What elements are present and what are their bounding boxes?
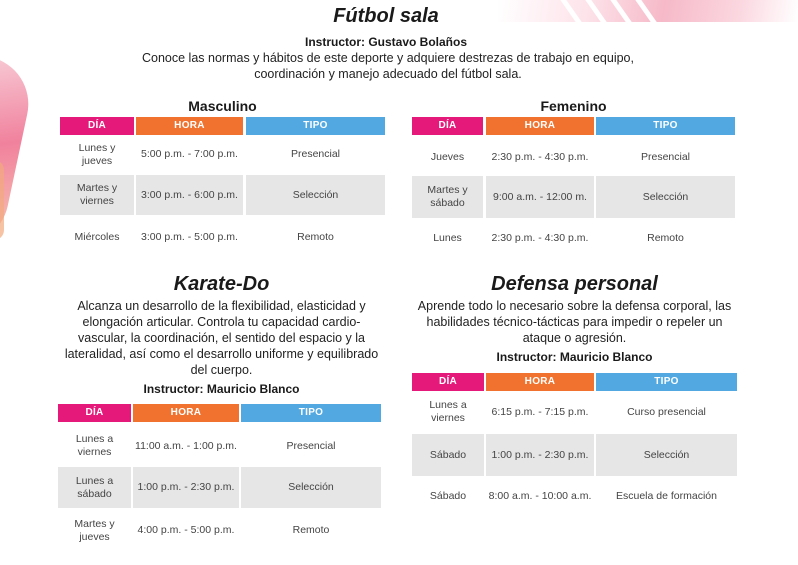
cell-hora: 3:00 p.m. - 5:00 p.m. [141, 230, 238, 243]
cell-dia: Lunes [433, 231, 462, 244]
cell-dia: Martes y viernes [60, 175, 134, 215]
masculino-schedule-table: DÍA HORA TIPO Lunes y jueves 5:00 p.m. - 7:0… [60, 117, 385, 257]
cell-tipo: Selección [241, 467, 381, 508]
cell-hora: 5:00 p.m. - 7:00 p.m. [141, 148, 238, 160]
header-hora: HORA [486, 117, 594, 135]
defensa-description: Aprende todo lo necesario sobre la defen… [417, 299, 732, 345]
cell-tipo: Remoto [297, 230, 334, 243]
defensa-instructor: Instructor: Mauricio Blanco [496, 350, 653, 364]
cell-dia: Martes y sábado [412, 176, 483, 218]
cell-tipo: Selección [596, 176, 735, 218]
cell-hora: 8:00 a.m. - 10:00 a.m. [488, 490, 592, 502]
cell-tipo: Presencial [286, 439, 336, 452]
cell-dia: Lunes a viernes [75, 433, 114, 458]
header-dia: DÍA [60, 117, 134, 135]
cell-hora: 2:30 p.m. - 4:30 p.m. [491, 150, 589, 163]
cell-dia: Lunes a sábado [58, 467, 131, 508]
karate-schedule-table: DÍA HORA TIPO Lunes a viernes 11:00 a.m. - 1… [58, 404, 383, 552]
cell-hora: 1:00 p.m. - 2:30 p.m. [486, 434, 594, 476]
header-tipo: TIPO [246, 117, 385, 135]
cell-hora: 9:00 a.m. - 12:00 m. [486, 176, 594, 218]
karate-description: Alcanza un desarrollo de la flexibilidad… [64, 299, 379, 377]
header-hora: HORA [486, 373, 594, 391]
futbol-title: Fútbol sala [333, 5, 439, 27]
header-hora: HORA [136, 117, 243, 135]
masculino-title: Masculino [188, 98, 257, 114]
cell-tipo: Remoto [292, 524, 330, 536]
cell-dia: Sábado [429, 490, 467, 502]
cell-dia: Miércoles [74, 230, 120, 243]
cell-tipo: Selección [246, 175, 385, 215]
header-hora: HORA [133, 404, 239, 422]
cell-hora: 1:00 p.m. - 2:30 p.m. [133, 467, 239, 508]
header-dia: DÍA [58, 404, 131, 422]
cell-hora: 6:15 p.m. - 7:15 p.m. [491, 405, 589, 418]
defensa-schedule-table: DÍA HORA TIPO Lunes a viernes 6:15 p.m. - 7:… [412, 373, 737, 516]
karate-instructor: Instructor: Mauricio Blanco [143, 382, 300, 396]
header-dia: DÍA [412, 373, 484, 391]
decorative-banner-top-right [498, 0, 798, 22]
femenino-title: Femenino [540, 98, 607, 114]
cell-hora: 3:00 p.m. - 6:00 p.m. [136, 175, 243, 215]
header-dia: DÍA [412, 117, 483, 135]
header-tipo: TIPO [596, 373, 737, 391]
cell-tipo: Selección [596, 434, 737, 476]
cell-tipo: Presencial [290, 148, 341, 160]
cell-tipo: Presencial [640, 150, 691, 163]
cell-dia: Lunes a viernes [429, 399, 467, 424]
futbol-instructor: Instructor: Gustavo Bolaños [304, 35, 468, 49]
cell-tipo: Curso presencial [627, 405, 706, 418]
cell-dia: Sábado [412, 434, 484, 476]
cell-hora: 11:00 a.m. - 1:00 p.m. [135, 439, 237, 452]
cell-hora: 2:30 p.m. - 4:30 p.m. [491, 231, 589, 244]
header-tipo: TIPO [596, 117, 735, 135]
cell-dia: Jueves [430, 150, 465, 163]
cell-tipo: Escuela de formación [616, 490, 717, 502]
decorative-shape-left [0, 57, 38, 253]
decorative-shape-left-accent [0, 160, 4, 240]
header-tipo: TIPO [241, 404, 381, 422]
karate-title: Karate-Do [173, 273, 270, 295]
femenino-schedule-table: DÍA HORA TIPO Jueves 2:30 p.m. - 4:30 p.m. Pr… [412, 117, 735, 257]
cell-hora: 4:00 p.m. - 5:00 p.m. [137, 524, 235, 536]
defensa-title: Defensa personal [491, 273, 658, 295]
cell-dia: Martes y jueves [74, 517, 115, 543]
futbol-description: Conoce las normas y hábitos de este depo… [142, 51, 634, 81]
cell-tipo: Remoto [647, 231, 684, 244]
cell-dia: Lunes y jueves [78, 141, 116, 167]
